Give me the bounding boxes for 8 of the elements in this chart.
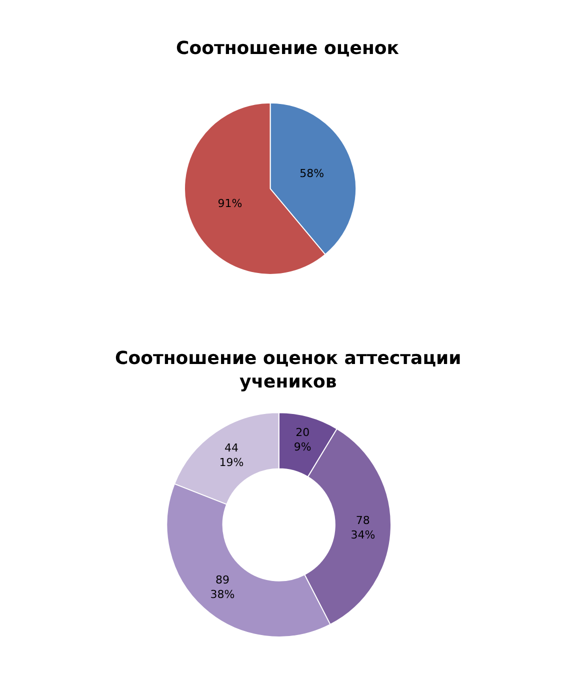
data-label: 58%	[300, 167, 324, 180]
chart-title: Соотношение оценок аттестации учеников	[115, 348, 462, 392]
chart-title: Соотношение оценок	[176, 38, 399, 59]
data-label: 89 38%	[210, 574, 235, 601]
data-label: 78 34%	[350, 514, 376, 542]
data-label: 44 19%	[219, 442, 244, 469]
data-label: 91%	[218, 196, 242, 210]
data-label: 20 9%	[294, 426, 312, 454]
